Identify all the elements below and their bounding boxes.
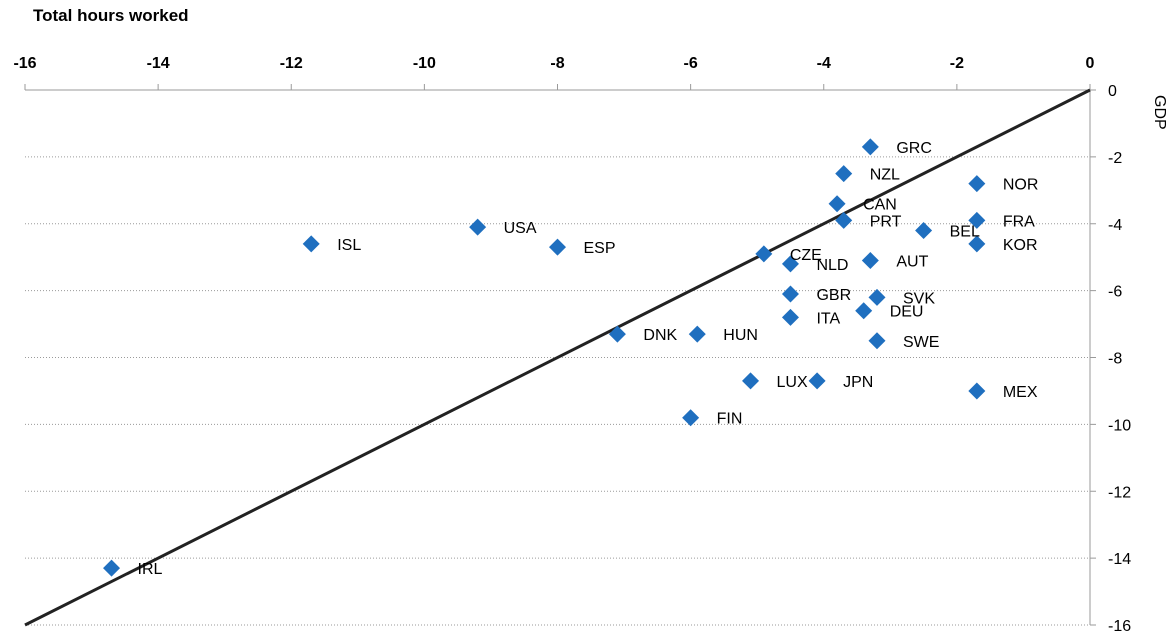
data-point-jpn [808,372,826,390]
data-point-deu [855,302,873,320]
data-point-nld [781,255,799,273]
point-label-swe: SWE [903,334,939,351]
data-point-hun [688,325,706,343]
data-point-esp [549,238,566,256]
x-tick-label: -16 [13,55,36,72]
data-point-fin [682,409,700,427]
x-tick-label: -2 [950,55,964,72]
data-point-prt [835,211,853,229]
data-point-irl [103,559,121,577]
point-label-gbr: GBR [816,287,851,304]
data-point-nor [968,175,986,193]
data-point-ita [781,308,799,326]
data-point-can [828,195,846,213]
point-label-prt: PRT [870,213,902,230]
point-label-hun: HUN [723,327,758,344]
point-label-kor: KOR [1003,237,1038,254]
y-tick-label: -8 [1108,351,1122,368]
point-label-bel: BEL [950,223,980,240]
point-label-deu: DEU [890,304,924,321]
x-tick-label: -4 [817,55,831,72]
point-label-usa: USA [504,220,537,237]
data-point-cze [755,245,773,263]
point-label-aut: AUT [896,254,928,271]
x-tick-label: -12 [280,55,303,72]
y-tick-label: -10 [1108,417,1131,434]
x-tick-label: -8 [550,55,564,72]
point-label-cze: CZE [790,247,822,264]
y-tick-label: -4 [1108,217,1122,234]
data-point-fra [968,211,986,229]
point-label-grc: GRC [896,140,932,157]
point-label-fra: FRA [1003,213,1035,230]
point-label-jpn: JPN [843,374,873,391]
data-point-bel [915,221,933,239]
reference-line [24,88,1091,627]
data-point-svk [868,288,886,306]
x-tick-label: -10 [413,55,436,72]
y-tick-label: -2 [1108,150,1122,167]
data-point-dnk [608,325,626,343]
data-point-nzl [835,165,853,183]
x-tick-label: -14 [147,55,170,72]
data-point-lux [742,372,760,390]
axes: 0 -2 -4 -6 -8 -10 -12 -14 -16 -16 -14 -12 -10 -8 -6 -4 -… [13,55,1131,635]
data-point-aut [861,252,879,270]
reference-line-layer [24,88,1091,627]
point-label-can: CAN [863,197,897,214]
data-point-usa [469,218,487,236]
y-tick-label: -14 [1108,551,1131,568]
point-label-nld: NLD [816,257,848,274]
point-label-irl: IRL [138,561,163,578]
point-label-svk: SVK [903,290,935,307]
point-label-dnk: DNK [643,327,677,344]
data-point-gbr [781,285,799,303]
y-tick-label: -12 [1108,484,1131,501]
x-tick-label: -6 [684,55,698,72]
point-label-nor: NOR [1003,177,1039,194]
data-point-grc [861,138,879,156]
y-axis-label: GDP [1151,95,1168,130]
point-label-isl: ISL [337,237,361,254]
y-tick-label: 0 [1108,83,1117,100]
point-label-esp: ESP [584,240,616,257]
point-label-fin: FIN [717,411,743,428]
data-point-isl [302,235,320,253]
point-label-ita: ITA [816,310,840,327]
y-tick-label: -6 [1108,284,1122,301]
point-label-mex: MEX [1003,384,1038,401]
data-point-swe [868,332,886,350]
gridlines [25,156,1090,626]
data-points [103,138,986,577]
x-tick-label: 0 [1086,55,1095,72]
data-point-mex [968,382,986,400]
y-tick-label: -16 [1108,618,1131,635]
data-point-kor [968,235,986,253]
chart-title: Total hours worked [33,6,189,25]
point-label-lux: LUX [777,374,808,391]
point-label-nzl: NZL [870,167,900,184]
